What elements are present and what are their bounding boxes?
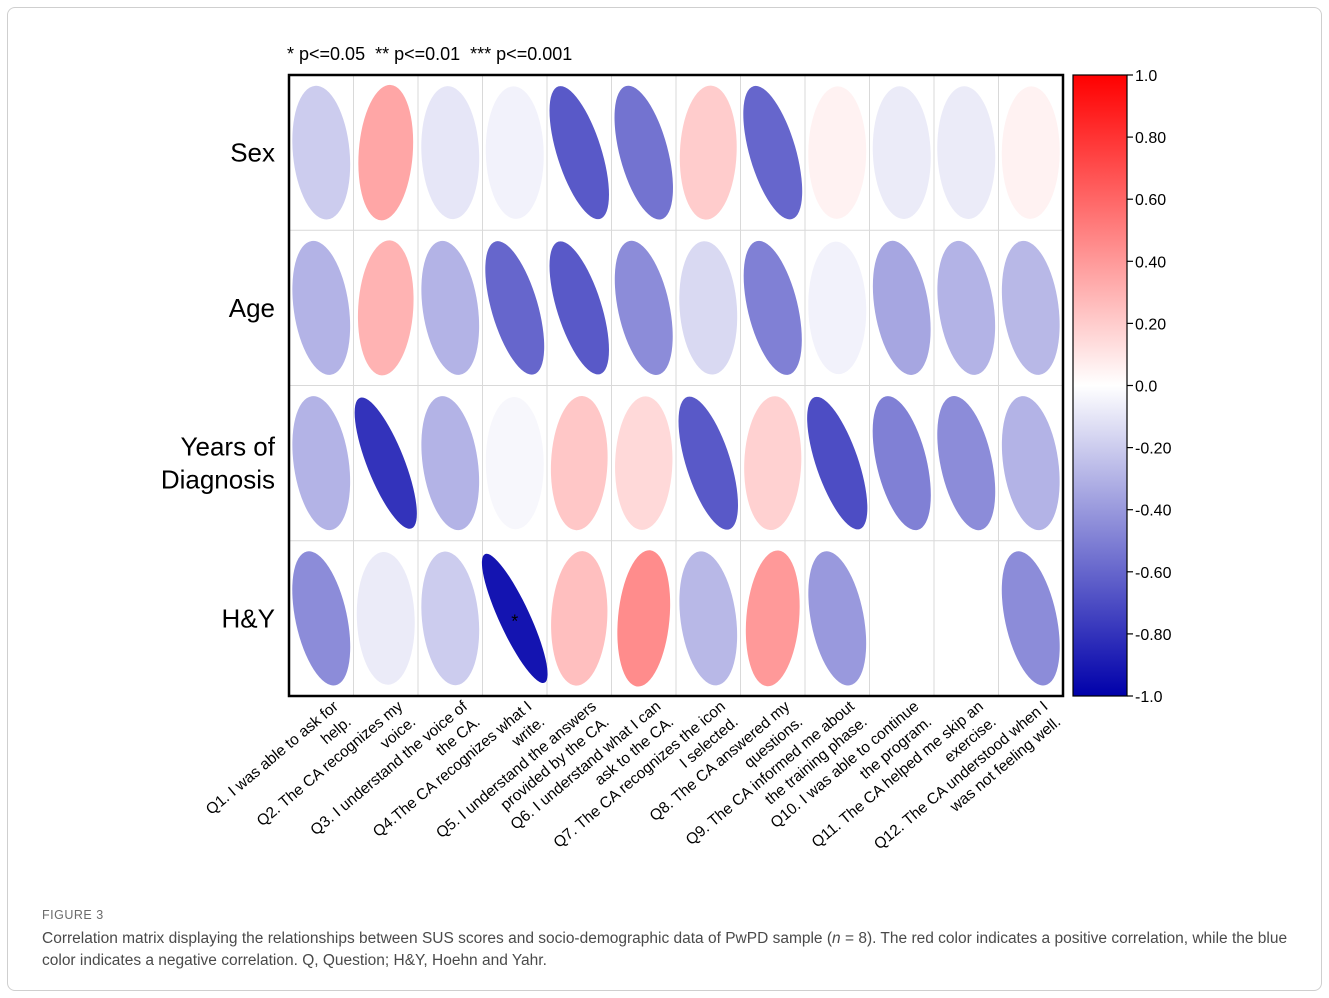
correlation-ellipse: [551, 551, 608, 686]
colorbar: 1.0 0.80 0.60 0.40 0.20 0.0 -0.20 -0.40 -0.60 -0.…: [1072, 68, 1172, 706]
correlation-ellipse: [485, 396, 544, 530]
correlation-ellipse: [1001, 86, 1060, 219]
figure-frame: [7, 7, 1322, 991]
correlation-ellipse: [356, 551, 415, 685]
row-label: Years of: [181, 432, 276, 462]
correlation-ellipse: [679, 85, 737, 220]
colorbar-tick-label: 0.80: [1135, 130, 1166, 147]
colorbar-tick-label: -0.20: [1135, 441, 1172, 458]
correlation-ellipse: [549, 241, 609, 375]
row-label: Age: [229, 293, 275, 323]
correlation-ellipse: [872, 240, 931, 375]
correlation-ellipse: [808, 86, 867, 219]
correlation-ellipse: [615, 396, 673, 530]
correlation-ellipse: [808, 241, 867, 375]
correlation-ellipse: [872, 86, 931, 220]
correlation-ellipse: [1001, 396, 1060, 531]
correlation-ellipse: [1001, 240, 1060, 375]
correlation-ellipse: [744, 396, 802, 531]
correlation-ellipse: [872, 396, 931, 531]
correlation-ellipse: [421, 240, 480, 375]
colorbar-tick-label: 1.0: [1135, 68, 1157, 85]
correlation-ellipse: [292, 85, 351, 220]
colorbar-tick-label: 0.40: [1135, 254, 1166, 271]
correlation-ellipse: [1001, 551, 1060, 686]
colorbar-tick-label: -0.80: [1135, 627, 1172, 644]
caption-part-1: Correlation matrix displaying the relati…: [42, 930, 833, 947]
colorbar-tick-label: -0.60: [1135, 565, 1172, 582]
correlation-ellipse: [678, 396, 738, 530]
matrix-cells: *: [292, 84, 1060, 687]
correlation-ellipse: [807, 396, 868, 530]
row-label: Sex: [230, 138, 275, 168]
significance-legend: * p<=0.05 ** p<=0.01 *** p<=0.001: [287, 44, 572, 64]
correlation-ellipse: [808, 551, 867, 686]
correlation-ellipse: [937, 86, 996, 220]
caption-text: Correlation matrix displaying the relati…: [42, 928, 1292, 972]
correlation-ellipse: [421, 396, 480, 531]
correlation-ellipse: [292, 240, 351, 375]
correlation-ellipse: [679, 241, 738, 375]
correlation-ellipse: [421, 86, 480, 220]
colorbar-tick-label: 0.0: [1135, 379, 1157, 396]
correlation-chart: * p<=0.05 ** p<=0.01 *** p<=0.001 * Sex A…: [161, 44, 1172, 854]
colorbar-gradient: [1072, 74, 1128, 697]
correlation-ellipse: [485, 86, 544, 219]
correlation-ellipse: [481, 553, 548, 683]
correlation-ellipse: [745, 550, 800, 687]
correlation-ellipse: [549, 86, 609, 220]
figure-label: FIGURE 3: [42, 908, 104, 922]
matrix-grid: [289, 75, 1063, 696]
caption-n-symbol: n: [832, 930, 841, 947]
caption-part-2: = 8). The red color indicates a positive…: [42, 930, 1288, 969]
correlation-ellipse: [358, 84, 414, 221]
row-label: Diagnosis: [161, 465, 275, 495]
correlation-ellipse: [679, 551, 738, 686]
correlation-ellipse: [485, 241, 545, 375]
figure-caption: FIGURE 3 Correlation matrix displaying t…: [42, 908, 1292, 972]
correlation-ellipse: [421, 551, 480, 686]
correlation-ellipse: [617, 550, 671, 687]
row-label: H&Y: [222, 603, 275, 633]
correlation-ellipse: [357, 240, 414, 376]
correlation-ellipse: [292, 396, 351, 531]
plot-border: [287, 73, 1065, 698]
correlation-ellipse: [550, 396, 608, 531]
correlation-ellipse: [354, 397, 417, 529]
correlation-ellipse: [292, 551, 351, 686]
correlation-ellipse: [937, 240, 996, 375]
colorbar-tick-label: -0.40: [1135, 503, 1172, 520]
correlation-ellipse: [743, 240, 802, 375]
colorbar-tick-label: -1.0: [1135, 689, 1163, 706]
significance-marker: *: [511, 611, 518, 631]
colorbar-tick-label: 0.60: [1135, 192, 1166, 209]
colorbar-tick-label: 0.20: [1135, 316, 1166, 333]
correlation-ellipse: [743, 85, 803, 220]
correlation-ellipse: [937, 396, 996, 531]
correlation-ellipse: [614, 240, 673, 375]
correlation-ellipse: [614, 85, 673, 220]
